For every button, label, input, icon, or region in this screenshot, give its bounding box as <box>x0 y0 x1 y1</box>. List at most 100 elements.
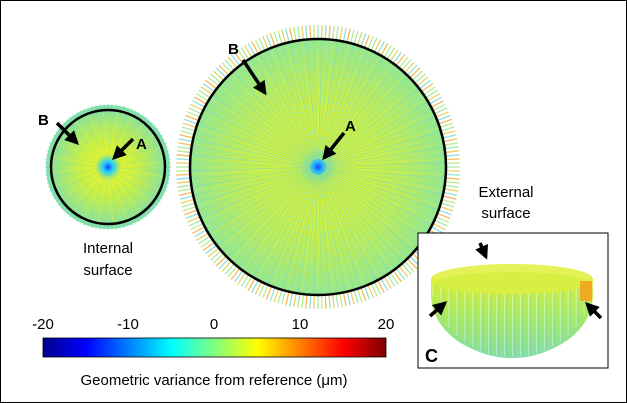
variance-ray <box>117 152 163 165</box>
variance-ray <box>194 168 311 195</box>
variance-ray <box>112 175 137 216</box>
colorbar-tick-label: 10 <box>292 316 309 333</box>
variance-ray <box>250 173 314 274</box>
variance-ray <box>199 124 311 165</box>
variance-ray <box>294 43 317 160</box>
external-disk-outline <box>188 37 448 297</box>
internal-caption-line2: surface <box>83 262 132 279</box>
variance-ray <box>192 167 311 172</box>
variance-ray <box>323 77 408 162</box>
variance-ray <box>275 48 316 160</box>
variance-ray <box>325 131 440 166</box>
variance-ray <box>237 69 314 161</box>
internal-disk-outline <box>49 108 167 226</box>
variance-ray <box>275 174 316 286</box>
variance-ray <box>305 41 318 160</box>
variance-ray <box>322 173 399 265</box>
bowl-arrow-right <box>585 302 603 320</box>
variance-ray <box>325 170 433 221</box>
variance-ray <box>108 111 114 158</box>
variance-ray <box>192 158 311 167</box>
variance-ray <box>195 168 311 199</box>
variance-ray <box>298 42 317 160</box>
variance-ray <box>115 173 152 204</box>
variance-ray <box>117 168 164 177</box>
internal-disk-rays <box>52 111 164 223</box>
variance-ray <box>234 72 313 162</box>
variance-ray <box>71 174 102 211</box>
internal-arrow-b <box>55 121 79 145</box>
variance-ray <box>98 111 107 158</box>
variance-ray <box>282 45 317 160</box>
bowl-arrow-left <box>428 301 448 318</box>
variance-ray <box>319 44 350 160</box>
variance-ray <box>218 171 312 245</box>
external-disk-rays <box>192 41 444 293</box>
external-arrow-b <box>241 59 267 96</box>
variance-ray <box>52 167 99 173</box>
variance-ray <box>267 51 316 160</box>
variance-ray <box>323 172 413 251</box>
variance-ray <box>323 172 405 260</box>
variance-ray <box>325 168 440 203</box>
variance-ray <box>88 114 105 158</box>
variance-ray <box>323 172 411 254</box>
variance-ray <box>325 168 443 187</box>
variance-ray <box>298 174 317 292</box>
variance-ray <box>325 162 444 167</box>
variance-ray <box>209 102 312 164</box>
bowl-panel: C <box>417 232 609 369</box>
variance-ray <box>192 150 311 167</box>
variance-ray <box>250 60 314 161</box>
variance-ray <box>117 169 163 182</box>
variance-ray <box>243 173 314 270</box>
variance-ray <box>260 54 315 161</box>
variance-ray <box>109 111 118 158</box>
variance-ray <box>75 175 103 214</box>
variance-ray <box>117 157 164 166</box>
variance-ray <box>324 171 423 239</box>
variance-ray <box>322 173 390 272</box>
internal-caption-line1: Internal <box>83 240 133 257</box>
bowl-rim-hotspot-right <box>580 281 592 301</box>
variance-ray <box>325 154 444 167</box>
variance-ray <box>215 171 312 242</box>
variance-ray <box>324 171 416 248</box>
variance-ray <box>231 172 313 260</box>
variance-ray <box>192 154 311 167</box>
variance-ray <box>55 170 99 187</box>
variance-ray <box>318 174 323 293</box>
variance-ray <box>324 171 421 242</box>
variance-ray <box>194 168 311 191</box>
variance-ray <box>240 173 314 267</box>
variance-ray <box>301 174 318 293</box>
variance-ray <box>322 173 386 274</box>
variance-ray <box>325 124 437 165</box>
variance-ray <box>325 167 444 180</box>
variance-ray <box>325 169 434 218</box>
variance-ray <box>200 169 311 214</box>
variance-ray <box>220 86 312 163</box>
variance-ray <box>325 135 441 166</box>
variance-ray <box>195 135 311 166</box>
external-label-b: B <box>228 41 239 58</box>
variance-ray <box>320 49 365 160</box>
variance-ray <box>323 172 408 257</box>
variance-ray <box>325 167 444 176</box>
variance-ray <box>321 173 379 278</box>
variance-ray <box>323 172 402 262</box>
external-caption-line1: External <box>478 184 533 201</box>
variance-ray <box>267 174 316 283</box>
variance-ray <box>260 173 315 280</box>
variance-ray <box>325 147 443 166</box>
variance-ray <box>199 169 311 210</box>
variance-ray <box>109 176 118 223</box>
variance-ray <box>325 127 438 165</box>
colorbar-tick-label: 0 <box>210 316 218 333</box>
variance-ray <box>253 173 315 276</box>
variance-ray <box>237 173 314 265</box>
variance-ray <box>301 41 318 160</box>
external-surface-disk: A B <box>176 25 460 309</box>
colorbar-label: Geometric variance from reference (μm) <box>80 372 347 389</box>
variance-ray <box>218 89 312 163</box>
